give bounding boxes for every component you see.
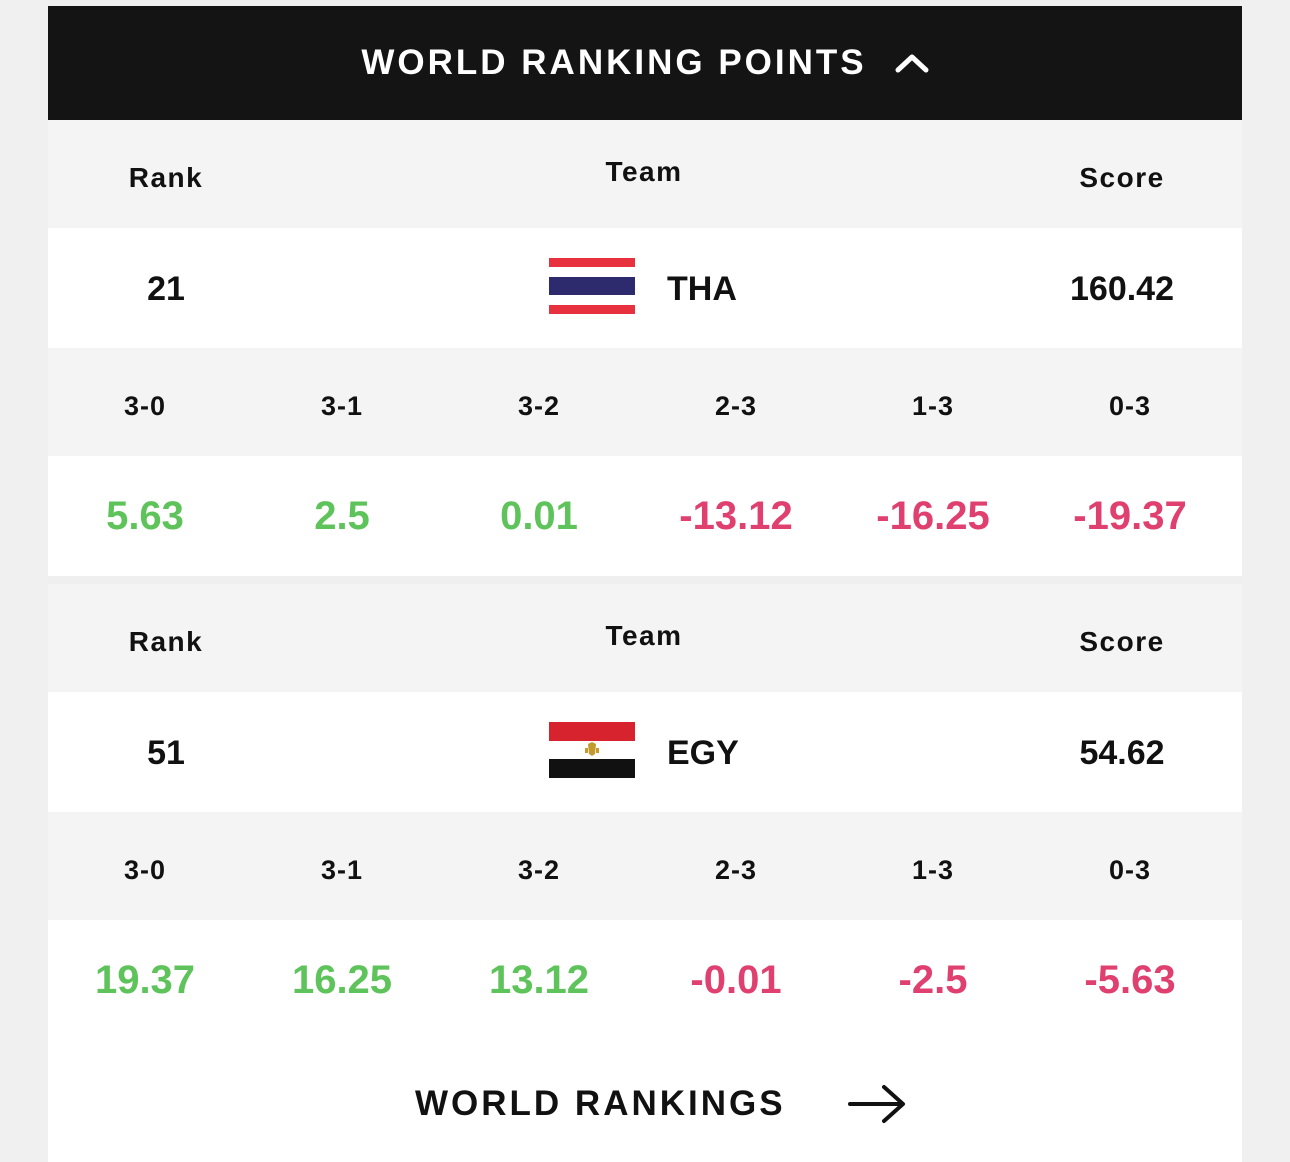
set-result-label: 0-3 xyxy=(1108,855,1152,885)
points-change-value: 16.25 xyxy=(291,958,393,1002)
ranking-points-toggle[interactable]: WORLD RANKING POINTS xyxy=(48,6,1242,120)
set-result-label: 3-2 xyxy=(517,391,561,421)
team-score: 160.42 xyxy=(1070,270,1174,308)
egypt-flag-icon xyxy=(548,721,636,779)
points-change-value: 19.37 xyxy=(94,958,196,1002)
rank-column-header: Rank xyxy=(128,626,204,657)
world-ranking-points-panel: WORLD RANKING POINTS Rank Team Score 21 … xyxy=(48,6,1242,1162)
points-change-value: -0.01 xyxy=(690,958,782,1002)
points-change-value: 0.01 xyxy=(500,494,578,538)
team-header-row: Rank Team Score xyxy=(48,120,1242,228)
set-result-label: 3-1 xyxy=(320,855,364,885)
team-score: 54.62 xyxy=(1079,734,1165,772)
points-change-value: 5.63 xyxy=(106,494,184,538)
set-result-label: 2-3 xyxy=(714,391,758,421)
team-column-header: Team xyxy=(605,620,683,651)
points-change-value: -5.63 xyxy=(1084,958,1176,1002)
team-code: EGY xyxy=(667,734,739,772)
team-block-tha: Rank Team Score 21 THA 160.42 3-0 3-1 3-… xyxy=(48,120,1242,576)
team-code: THA xyxy=(667,270,737,308)
team-rank: 21 xyxy=(147,270,185,308)
team-info-row: 21 THA 160.42 xyxy=(48,228,1242,348)
set-result-label: 3-1 xyxy=(320,391,364,421)
set-result-label: 3-0 xyxy=(123,391,167,421)
points-change-value: -2.5 xyxy=(898,958,968,1002)
set-result-label: 0-3 xyxy=(1108,391,1152,421)
divider xyxy=(48,576,1242,584)
team-info-row: 51 EGY 54.62 xyxy=(48,692,1242,812)
set-result-labels-row: 3-0 3-1 3-2 2-3 1-3 0-3 xyxy=(48,812,1242,920)
team-column-header: Team xyxy=(605,156,683,187)
thailand-flag-icon xyxy=(548,257,636,315)
points-change-row: 5.63 2.5 0.01 -13.12 -16.25 -19.37 xyxy=(48,456,1242,576)
arrow-right-icon xyxy=(848,1085,905,1123)
chevron-up-icon xyxy=(895,54,929,73)
set-result-label: 2-3 xyxy=(714,855,758,885)
points-change-value: 13.12 xyxy=(488,958,590,1002)
set-result-label: 1-3 xyxy=(911,855,955,885)
points-change-value: -16.25 xyxy=(876,494,990,538)
set-result-labels-row: 3-0 3-1 3-2 2-3 1-3 0-3 xyxy=(48,348,1242,456)
set-result-label: 1-3 xyxy=(911,391,955,421)
rank-column-header: Rank xyxy=(128,162,204,193)
world-rankings-link[interactable]: WORLD RANKINGS xyxy=(48,1040,1242,1162)
points-change-value: -19.37 xyxy=(1073,494,1187,538)
team-rank: 51 xyxy=(147,734,185,772)
panel-title: WORLD RANKING POINTS xyxy=(361,43,867,82)
set-result-label: 3-0 xyxy=(123,855,167,885)
set-result-label: 3-2 xyxy=(517,855,561,885)
world-rankings-link-label: WORLD RANKINGS xyxy=(415,1084,786,1123)
points-change-row: 19.37 16.25 13.12 -0.01 -2.5 -5.63 xyxy=(48,920,1242,1040)
score-column-header: Score xyxy=(1079,626,1165,657)
team-block-egy: Rank Team Score 51 EGY 54.62 3-0 3-1 3-2… xyxy=(48,584,1242,1040)
points-change-value: 2.5 xyxy=(314,494,370,538)
score-column-header: Score xyxy=(1079,162,1165,193)
team-header-row: Rank Team Score xyxy=(48,584,1242,692)
points-change-value: -13.12 xyxy=(679,494,793,538)
